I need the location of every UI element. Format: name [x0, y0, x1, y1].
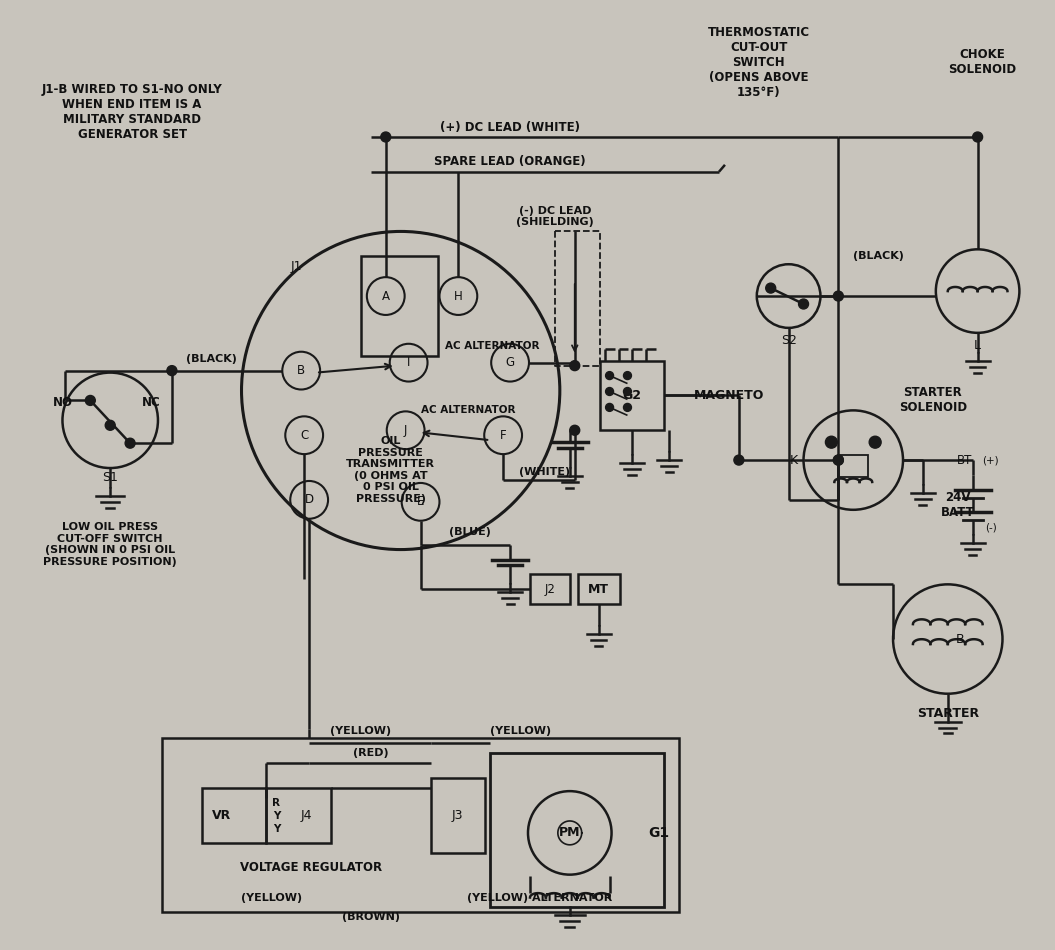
- Circle shape: [85, 395, 95, 406]
- Circle shape: [833, 455, 843, 465]
- Circle shape: [766, 283, 775, 293]
- Text: A: A: [382, 290, 389, 302]
- Text: J2: J2: [544, 583, 555, 596]
- Text: VR: VR: [212, 809, 231, 823]
- Circle shape: [570, 361, 580, 370]
- Circle shape: [799, 299, 808, 309]
- Bar: [530, 575, 570, 604]
- Text: (YELLOW): (YELLOW): [330, 727, 391, 736]
- Circle shape: [833, 455, 843, 465]
- Text: MT: MT: [588, 583, 609, 596]
- Circle shape: [570, 426, 580, 435]
- Text: STARTER: STARTER: [917, 707, 979, 720]
- Text: BT: BT: [957, 453, 973, 466]
- Circle shape: [825, 436, 838, 448]
- Text: (+) DC LEAD (WHITE): (+) DC LEAD (WHITE): [440, 121, 580, 134]
- Text: (-) DC LEAD
(SHIELDING): (-) DC LEAD (SHIELDING): [516, 206, 594, 227]
- Text: J1-B WIRED TO S1-NO ONLY
WHEN END ITEM IS A
MILITARY STANDARD
GENERATOR SET: J1-B WIRED TO S1-NO ONLY WHEN END ITEM I…: [42, 84, 223, 142]
- Bar: [361, 256, 439, 355]
- Circle shape: [624, 371, 632, 380]
- Text: D: D: [305, 493, 313, 506]
- Bar: [839, 455, 868, 477]
- Text: J4: J4: [301, 809, 312, 823]
- Text: G: G: [505, 356, 515, 370]
- Text: NO: NO: [53, 396, 73, 408]
- Text: (YELLOW): (YELLOW): [491, 727, 552, 736]
- Text: SPARE LEAD (ORANGE): SPARE LEAD (ORANGE): [435, 156, 586, 168]
- Circle shape: [833, 291, 843, 301]
- Text: G2: G2: [622, 389, 641, 402]
- Text: E: E: [417, 495, 424, 508]
- Text: F: F: [500, 428, 506, 442]
- Bar: [266, 788, 331, 843]
- Text: AC ALTERNATOR: AC ALTERNATOR: [445, 341, 540, 351]
- Text: B: B: [956, 633, 964, 646]
- Text: VOLTAGE REGULATOR: VOLTAGE REGULATOR: [241, 862, 382, 874]
- Circle shape: [106, 420, 115, 430]
- Text: L: L: [974, 339, 981, 352]
- Text: K: K: [789, 453, 798, 466]
- Bar: [430, 778, 485, 853]
- Text: PM: PM: [559, 826, 580, 840]
- Text: (BLACK): (BLACK): [187, 353, 237, 364]
- Circle shape: [869, 436, 881, 448]
- Bar: [599, 361, 665, 430]
- Text: S1: S1: [102, 471, 118, 484]
- Text: I: I: [407, 356, 410, 370]
- Text: S2: S2: [781, 334, 797, 348]
- Circle shape: [167, 366, 177, 375]
- Text: THERMOSTATIC
CUT-OUT
SWITCH
(OPENS ABOVE
135°F): THERMOSTATIC CUT-OUT SWITCH (OPENS ABOVE…: [708, 26, 810, 99]
- Text: J1: J1: [290, 259, 302, 273]
- Circle shape: [624, 388, 632, 395]
- Circle shape: [381, 132, 390, 142]
- Bar: [202, 788, 266, 843]
- Bar: [491, 753, 665, 907]
- Text: STARTER
SOLENOID: STARTER SOLENOID: [899, 387, 967, 414]
- Bar: [161, 738, 679, 912]
- Text: (-): (-): [984, 522, 996, 533]
- Text: C: C: [300, 428, 308, 442]
- Circle shape: [734, 455, 744, 465]
- Text: (BLACK): (BLACK): [852, 252, 903, 261]
- Text: LOW OIL PRESS
CUT-OFF SWITCH
(SHOWN IN 0 PSI OIL
PRESSURE POSITION): LOW OIL PRESS CUT-OFF SWITCH (SHOWN IN 0…: [43, 522, 177, 567]
- Circle shape: [126, 438, 135, 448]
- Bar: [578, 575, 619, 604]
- Text: Y: Y: [272, 811, 280, 821]
- Text: (BROWN): (BROWN): [342, 912, 400, 922]
- Text: (RED): (RED): [353, 749, 388, 758]
- Text: MAGNETO: MAGNETO: [694, 389, 764, 402]
- Text: R: R: [272, 798, 281, 808]
- Text: J3: J3: [452, 809, 463, 823]
- Text: Y: Y: [272, 824, 280, 834]
- Text: (+): (+): [982, 455, 999, 465]
- Text: G1: G1: [649, 826, 670, 840]
- Text: (YELLOW) ALTERNATOR: (YELLOW) ALTERNATOR: [467, 892, 613, 902]
- Text: AC ALTERNATOR: AC ALTERNATOR: [421, 406, 515, 415]
- Text: CHOKE
SOLENOID: CHOKE SOLENOID: [948, 48, 1017, 76]
- Circle shape: [606, 388, 614, 395]
- Text: (YELLOW): (YELLOW): [241, 892, 302, 902]
- Text: B: B: [298, 364, 305, 377]
- Circle shape: [606, 371, 614, 380]
- Text: 24V
BATT: 24V BATT: [941, 491, 975, 519]
- Text: (BLUE): (BLUE): [449, 526, 492, 537]
- Text: (WHITE): (WHITE): [519, 467, 571, 477]
- Text: OIL
PRESSURE
TRANSMITTER
(0 OHMS AT
0 PSI OIL
PRESSURE): OIL PRESSURE TRANSMITTER (0 OHMS AT 0 PS…: [346, 436, 436, 504]
- Circle shape: [973, 132, 982, 142]
- Text: NC: NC: [142, 396, 160, 408]
- Circle shape: [606, 404, 614, 411]
- Text: J: J: [404, 424, 407, 437]
- Circle shape: [624, 404, 632, 411]
- Text: H: H: [454, 290, 463, 302]
